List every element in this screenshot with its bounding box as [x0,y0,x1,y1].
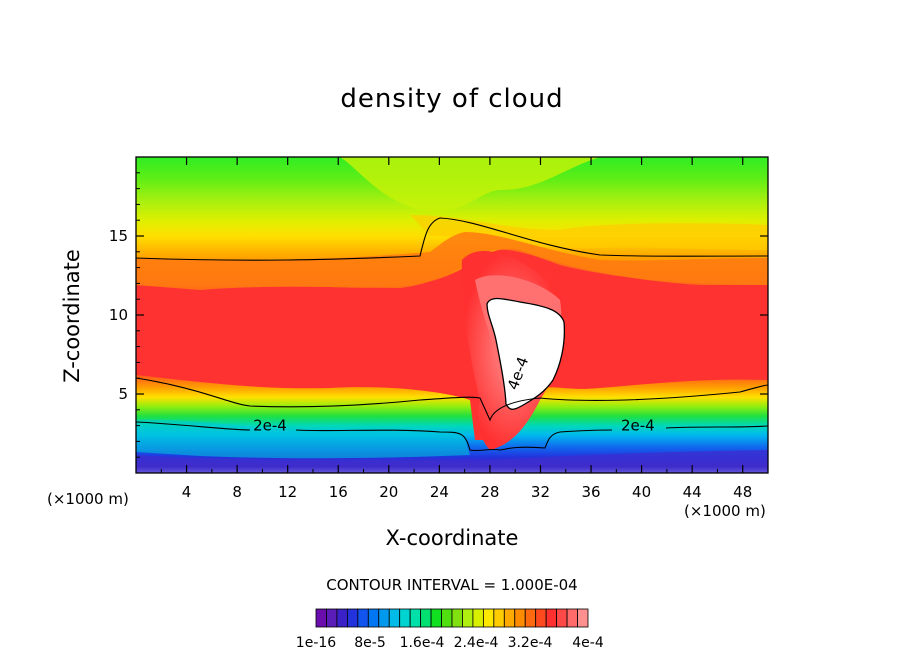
colorbar-swatch [535,608,547,628]
colorbar-swatch [399,608,411,628]
colorbar: 1e-16 8e-5 1.6e-4 2.4e-4 3.2e-4 4e-4 [296,608,604,651]
colorbar-swatch [472,608,484,628]
colorbar-label: 2.4e-4 [454,635,499,651]
colorbar-label: 1e-16 [296,635,336,651]
heatmap-field [136,157,768,473]
colorbar-label: 1.6e-4 [400,635,445,651]
colorbar-swatch [451,608,463,628]
colorbar-swatch [357,608,369,628]
x-tick-label: 48 [733,483,752,501]
colorbar-swatch [336,608,348,628]
colorbar-swatch [378,608,390,628]
colorbar-swatch [566,608,578,628]
contour-label: 2e-4 [253,416,287,434]
colorbar-swatch [430,608,442,628]
x-tick-label: 40 [632,483,651,501]
y-tick-label: 10 [109,306,128,324]
x-tick-label: 8 [232,483,242,501]
colorbar-swatch [441,608,453,628]
colorbar-swatch [514,608,526,628]
x-tick-label: 28 [480,483,499,501]
x-unit-right: (×1000 m) [684,502,766,520]
colorbar-swatch [409,608,422,628]
colorbar-label: 8e-5 [354,635,385,651]
x-tick-label: 16 [329,483,348,501]
x-tick-label: 4 [182,483,192,501]
colorbar-swatch [503,608,516,628]
contour-label: 2e-4 [621,416,655,434]
colorbar-swatch [493,608,505,628]
contour-interval-label: CONTOUR INTERVAL = 1.000E-04 [326,576,578,594]
colorbar-swatch [346,608,359,628]
x-tick-label: 12 [278,483,297,501]
x-tick-label: 36 [581,483,600,501]
colorbar-label: 4e-4 [572,635,604,651]
x-tick-label: 20 [379,483,398,501]
colorbar-swatch [556,608,568,628]
x-tick-label: 32 [531,483,550,501]
colorbar-label: 3.2e-4 [508,635,553,651]
colorbar-swatch [545,608,558,628]
y-tick-label: 5 [118,385,128,403]
colorbar-swatch [420,608,432,628]
y-tick-label: 15 [109,227,128,245]
chart-title: density of cloud [340,84,564,114]
colorbar-swatch [577,608,589,628]
x-tick-label: 24 [430,483,449,501]
colorbar-swatch [524,608,537,628]
colorbar-swatch [388,608,401,628]
y-axis-label: Z-coordinate [60,249,84,383]
colorbar-swatch [462,608,474,628]
colorbar-swatch [482,608,495,628]
x-unit-left: (×1000 m) [47,490,129,508]
colorbar-swatch [315,608,327,628]
colorbar-swatch [326,608,338,628]
x-axis-label: X-coordinate [385,526,519,550]
x-tick-label: 44 [683,483,702,501]
colorbar-swatch [367,608,380,628]
